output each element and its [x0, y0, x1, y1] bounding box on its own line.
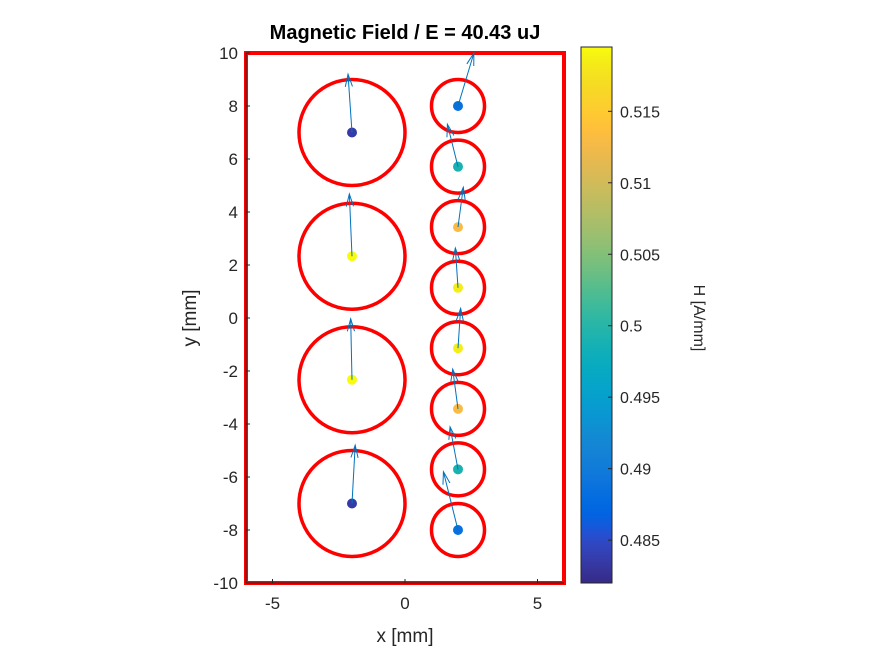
y-axis-label: y [mm]	[180, 290, 201, 347]
magnet-circle	[429, 380, 487, 438]
magnet-circle	[429, 77, 487, 135]
y-tick-label: 0	[229, 309, 238, 328]
magnet-circle	[297, 448, 407, 559]
colorbar-tick-label: 0.495	[620, 390, 660, 407]
field-arrow	[350, 443, 359, 504]
y-tick-label: -2	[223, 362, 238, 381]
colorbar-tick-label: 0.485	[620, 533, 660, 550]
magnet-circle	[297, 324, 407, 435]
field-arrow	[457, 185, 466, 228]
chart-title: Magnetic Field / E = 40.43 uJ	[270, 22, 541, 44]
y-tick-label: 8	[229, 97, 238, 116]
y-tick-label: -10	[213, 574, 238, 593]
colorbar-tick-label: 0.49	[620, 462, 651, 479]
magnet-circle	[429, 198, 487, 256]
magnet-circle	[429, 319, 487, 377]
field-arrow	[457, 51, 475, 107]
x-axis-label: x [mm]	[377, 626, 434, 647]
colorbar-tick-label: 0.5	[620, 319, 642, 336]
x-tick-label: 0	[400, 594, 409, 613]
y-tick-label: 6	[229, 150, 238, 169]
colorbar-tick-label: 0.505	[620, 247, 660, 264]
x-tick-label: 5	[533, 594, 542, 613]
plot-area: -10 -8 -6 -4 -2 0 2 4 6 8 10 -5 0 5	[213, 44, 566, 613]
field-arrow	[450, 367, 459, 409]
colorbar: 0.485 0.49 0.495 0.5 0.505 0.51 0.515	[580, 46, 660, 584]
magnet-circle	[429, 259, 487, 317]
colorbar-tick-label: 0.515	[620, 104, 660, 121]
field-arrow	[346, 316, 356, 380]
y-tick-label: -8	[223, 521, 238, 540]
colorbar-tick-label: 0.51	[620, 176, 651, 193]
field-arrow	[446, 122, 459, 167]
x-tick-label: -5	[265, 594, 280, 613]
colorbar-gradient	[580, 46, 613, 584]
field-arrow	[448, 425, 459, 470]
y-tick-label: 10	[219, 44, 238, 63]
magnet-circle	[429, 501, 487, 559]
field-arrow	[344, 72, 353, 133]
y-tick-label: -6	[223, 468, 238, 487]
field-arrow	[442, 469, 459, 531]
colorbar-label: H [A/mm]	[690, 285, 707, 352]
y-tick-label: 2	[229, 256, 238, 275]
magnet-circle	[429, 441, 487, 498]
field-arrow	[452, 246, 461, 288]
y-tick-label: 4	[229, 203, 238, 222]
magnet-circle	[297, 77, 407, 188]
field-arrow	[345, 192, 354, 257]
magnet-circle	[429, 138, 487, 195]
y-tick-label: -4	[223, 415, 238, 434]
field-arrow	[455, 306, 464, 349]
